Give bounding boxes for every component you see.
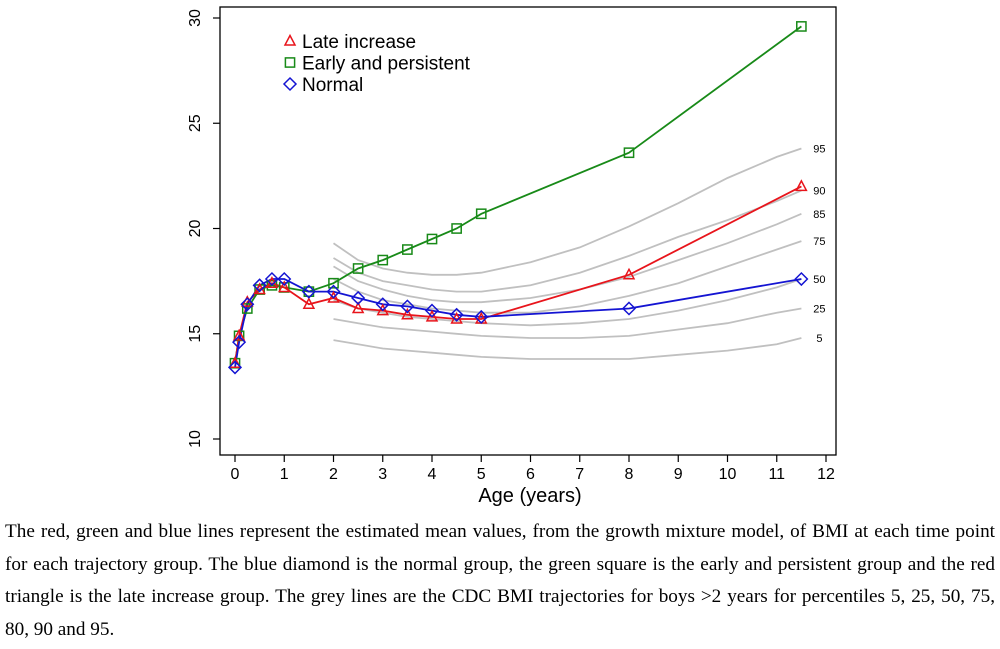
x-tick-label-10: 10	[719, 466, 737, 483]
plot-frame	[219, 6, 837, 456]
x-tick-label-2: 2	[329, 466, 338, 483]
point-normal-5	[277, 271, 292, 287]
percentile-curve-25	[333, 307, 802, 339]
point-normal-1	[232, 335, 247, 350]
percentile-label-75: 75	[813, 236, 825, 248]
series-line-early-and-persistent	[234, 25, 802, 364]
y-tick-label-15: 15	[187, 325, 204, 343]
legend-marker-2	[282, 76, 298, 92]
x-tick-label-8: 8	[625, 466, 634, 483]
x-tick-label-1: 1	[280, 466, 289, 483]
point-early-and-persistent-9	[377, 254, 389, 266]
series-markers	[227, 21, 809, 375]
point-normal-2	[240, 297, 255, 312]
percentile-label-5: 5	[816, 333, 822, 345]
point-normal-0	[227, 360, 243, 375]
point-normal-3	[252, 278, 267, 293]
point-normal-13	[474, 309, 489, 324]
legend-label-2: Normal	[302, 75, 363, 96]
point-late-increase-11	[425, 309, 439, 322]
x-tick-label-12: 12	[817, 466, 835, 483]
legend-marker-1	[284, 57, 296, 68]
y-tick-label-25: 25	[187, 114, 204, 132]
series-line-normal	[234, 278, 802, 368]
point-early-and-persistent-6	[303, 286, 315, 297]
point-early-and-persistent-12	[451, 223, 462, 234]
percentile-label-90: 90	[813, 186, 825, 198]
point-late-increase-8	[351, 301, 365, 314]
point-normal-4	[264, 271, 279, 287]
figure-caption: The red, green and blue lines represent …	[5, 521, 995, 640]
percentile-curve-90	[333, 189, 802, 293]
point-early-and-persistent-7	[328, 277, 339, 289]
point-early-and-persistent-10	[402, 244, 413, 255]
point-late-increase-14	[622, 267, 636, 280]
x-tick-label-5: 5	[477, 466, 486, 483]
point-normal-12	[449, 307, 464, 322]
point-early-and-persistent-8	[352, 263, 364, 274]
point-late-increase-6	[302, 297, 316, 310]
percentile-curve-95	[332, 147, 802, 276]
y-tick-label-20: 20	[187, 220, 204, 238]
percentile-curve-85	[333, 212, 802, 304]
point-early-and-persistent-15	[796, 21, 807, 32]
x-axis-label: Age (years)	[478, 485, 581, 507]
point-normal-6	[301, 284, 316, 299]
point-normal-9	[375, 297, 390, 312]
x-tick-label-7: 7	[575, 466, 584, 483]
percentile-curve-5	[333, 337, 802, 360]
y-tick-label-30: 30	[187, 9, 204, 27]
cdc-percentile-curves: 95 90 85 75 50 25 5	[332, 144, 826, 360]
point-normal-15	[794, 271, 809, 287]
legend-marker-0	[283, 33, 297, 46]
legend-label-1: Early and persistent	[302, 54, 471, 75]
x-tick-label-9: 9	[674, 466, 683, 483]
percentile-label-25: 25	[813, 303, 825, 315]
point-late-increase-0	[228, 356, 242, 368]
y-tick-label-10: 10	[187, 430, 204, 448]
x-tick-label-4: 4	[428, 466, 437, 483]
point-late-increase-15	[795, 179, 808, 192]
point-late-increase-9	[376, 303, 389, 316]
percentile-label-95: 95	[813, 144, 825, 156]
percentile-curve-75	[333, 240, 802, 314]
point-late-increase-5	[278, 280, 291, 293]
point-normal-14	[621, 301, 637, 316]
point-late-increase-7	[327, 290, 340, 303]
point-early-and-persistent-11	[426, 233, 438, 245]
y-axis: 10 15 20 25 30	[187, 9, 220, 448]
point-normal-7	[326, 284, 341, 299]
x-tick-label-3: 3	[378, 466, 387, 483]
x-tick-label-11: 11	[768, 466, 785, 483]
x-axis: 0 1 2 3 4 5 6 7 8 9 10 11 12	[231, 455, 835, 483]
point-early-and-persistent-14	[623, 147, 635, 159]
x-tick-label-0: 0	[231, 466, 240, 483]
legend-label-0: Late increase	[302, 32, 416, 53]
point-normal-11	[424, 303, 440, 318]
percentile-label-85: 85	[813, 209, 825, 221]
percentile-label-50: 50	[813, 274, 825, 286]
point-normal-10	[400, 299, 415, 314]
point-normal-8	[351, 290, 366, 306]
point-late-increase-10	[401, 307, 414, 320]
point-late-increase-1	[232, 328, 246, 341]
x-tick-label-6: 6	[526, 466, 535, 483]
series-lines	[234, 25, 802, 368]
point-early-and-persistent-13	[475, 208, 487, 220]
point-early-and-persistent-2	[241, 303, 253, 314]
